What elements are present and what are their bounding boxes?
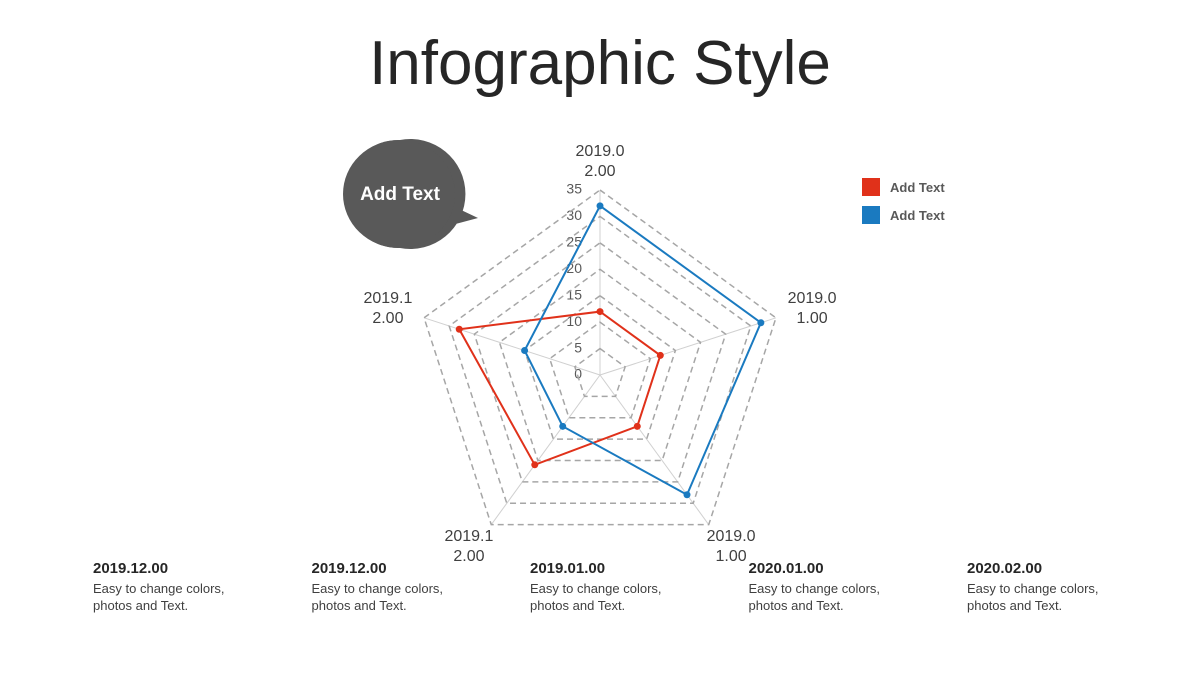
data-point: [596, 308, 604, 316]
grid-ring: [523, 294, 677, 440]
legend-swatch: [862, 178, 880, 196]
item-text: Easy to change colors, photos and Text.: [530, 581, 662, 613]
grid-ring: [423, 189, 777, 526]
spoke: [490, 374, 601, 525]
grid-ring: [573, 347, 627, 398]
r-tick-label: 5: [574, 339, 582, 355]
data-point: [455, 325, 463, 333]
item-title: 2019.01.00: [530, 560, 606, 577]
category-label: 2019.12.00: [363, 290, 413, 328]
callout-circle: [343, 140, 455, 248]
item-title: 2019.12.00: [311, 560, 387, 577]
info-item: 2019.12.00 Easy to change colors, photos …: [93, 560, 253, 614]
legend-entry: Add Text: [862, 206, 945, 224]
series-line: [457, 310, 662, 467]
category-label: 2019.01.00: [787, 290, 837, 328]
info-item: 2019.01.00 Easy to change colors, photos …: [530, 560, 690, 614]
legend-swatch: [862, 206, 880, 224]
r-tick-label: 15: [566, 286, 582, 302]
legend-entry: Add Text: [862, 178, 945, 196]
item-text: Easy to change colors, photos and Text.: [311, 581, 444, 613]
r-tick-label: 25: [566, 234, 582, 250]
r-tick-label: 0: [574, 366, 582, 382]
series-line: [523, 204, 763, 497]
data-point: [521, 346, 529, 354]
item-text: Easy to change colors, photos and Text.: [748, 581, 881, 613]
grid-ring: [498, 268, 702, 462]
legend-label: Add Text: [890, 207, 945, 223]
info-item: 2019.12.00 Easy to change colors, photos …: [312, 560, 472, 614]
item-title: 2019.12.00: [93, 560, 169, 577]
spoke: [599, 374, 710, 525]
info-item: 2020.02.00 Easy to change colors, photos …: [967, 560, 1127, 614]
data-point: [757, 319, 765, 327]
grid-ring: [448, 215, 752, 505]
data-point: [683, 491, 691, 499]
data-point: [531, 461, 539, 469]
title: Infographic Style: [369, 29, 831, 98]
callout-text: Add Text: [360, 184, 441, 205]
data-point: [633, 422, 641, 430]
data-point: [559, 422, 567, 430]
r-tick-label: 10: [566, 313, 582, 329]
info-item: 2020.01.00 Easy to change colors, photos …: [749, 560, 909, 614]
item-title: 2020.02.00: [967, 560, 1043, 577]
data-point: [596, 202, 604, 210]
r-tick-label: 35: [566, 181, 582, 197]
category-label: 2019.01.00: [706, 528, 756, 566]
item-title: 2020.01.00: [748, 560, 824, 577]
spoke: [423, 317, 601, 376]
data-point: [656, 351, 664, 359]
item-text: Easy to change colors, photos and Text.: [93, 581, 225, 613]
grid-ring: [548, 321, 652, 419]
spoke: [599, 317, 777, 376]
legend-label: Add Text: [890, 179, 945, 195]
category-label: 2019.12.00: [444, 528, 494, 566]
item-text: Easy to change colors, photos and Text.: [967, 581, 1099, 613]
category-label: 2019.02.00: [575, 143, 625, 180]
